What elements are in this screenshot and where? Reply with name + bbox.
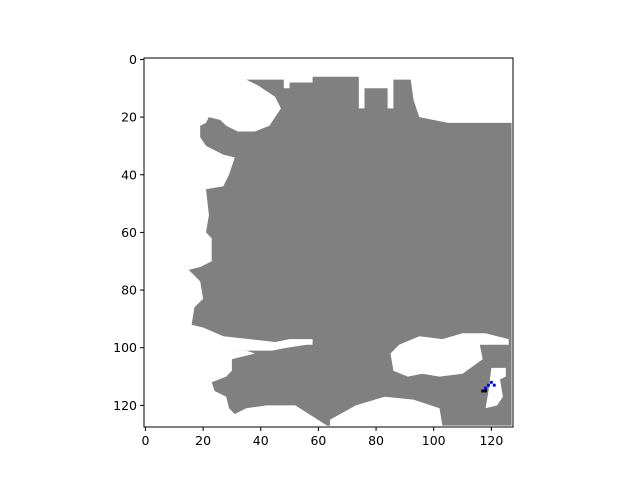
marker-cell-0 xyxy=(481,389,485,393)
map-layer xyxy=(144,58,513,427)
y-tick-label: 60 xyxy=(121,225,137,240)
y-tick-label: 0 xyxy=(129,52,137,67)
y-tick-label: 80 xyxy=(121,283,137,298)
plot-area xyxy=(144,58,513,427)
y-tick-label: 40 xyxy=(121,167,137,182)
x-tick-label: 120 xyxy=(479,433,503,448)
free-region-notch xyxy=(485,367,506,409)
free-region-1 xyxy=(231,350,255,360)
y-tick-label: 120 xyxy=(113,398,137,413)
x-tick-label: 20 xyxy=(195,433,211,448)
path-cell-1 xyxy=(487,383,490,387)
marker-cell-1 xyxy=(484,389,488,393)
x-tick-label: 40 xyxy=(253,433,269,448)
x-axis: 0 20 40 60 80 100 120 xyxy=(141,427,503,448)
x-tick-label: 100 xyxy=(422,433,446,448)
y-tick-label: 20 xyxy=(121,110,137,125)
x-tick-label: 0 xyxy=(141,433,149,448)
free-region-0 xyxy=(390,333,509,377)
y-tick-label: 100 xyxy=(113,340,137,355)
x-tick-label: 60 xyxy=(310,433,326,448)
x-tick-label: 80 xyxy=(368,433,384,448)
path-cell-0 xyxy=(484,386,488,390)
y-axis: 0 20 40 60 80 100 120 xyxy=(113,52,144,413)
path-cell-3 xyxy=(492,383,496,387)
axes-frame xyxy=(143,57,514,428)
path-cell-2 xyxy=(489,380,493,384)
